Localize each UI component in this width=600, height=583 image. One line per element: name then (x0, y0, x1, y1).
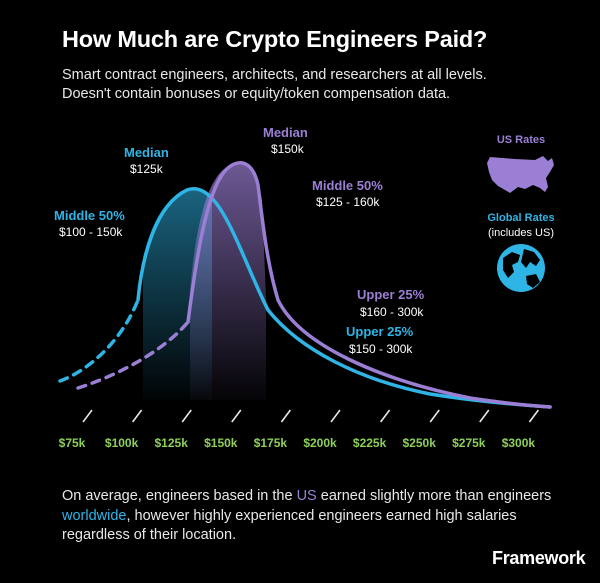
us-middle50-value: $125 - 160k (316, 195, 380, 209)
us-median-label: Median (263, 125, 308, 140)
us-middle50-label: Middle 50% (312, 178, 383, 193)
x-tick-mark (82, 409, 93, 423)
us-upper25-value: $160 - 300k (360, 305, 424, 319)
footer-part-2: earned slightly more than engineers (316, 488, 552, 504)
x-tick-label: $125k (155, 436, 189, 450)
x-tick-mark (528, 409, 540, 423)
x-tick-label: $175k (254, 436, 288, 450)
x-tick-mark (429, 409, 440, 423)
us-upper25-label: Upper 25% (357, 287, 425, 302)
x-tick-mark (330, 409, 341, 423)
usa-map-icon (487, 156, 554, 193)
x-tick-label: $200k (303, 436, 337, 450)
x-tick-label: $150k (204, 436, 238, 450)
x-tick-label: $75k (59, 436, 86, 450)
x-tick-label: $275k (452, 436, 486, 450)
legend-global-sub: (includes US) (488, 227, 554, 239)
x-axis: $75k $100k $125k $150k $175k $200k $225k $250k $… (59, 409, 540, 450)
framework-logo: Framework (492, 548, 586, 568)
us-curve (186, 161, 552, 409)
legend-us-label: US Rates (497, 134, 545, 146)
x-tick-mark (379, 409, 391, 423)
x-tick-label: $100k (105, 436, 139, 450)
footer-part-3: , however highly experienced engineers e… (62, 507, 517, 544)
footer-us: US (296, 488, 317, 504)
global-upper25-value: $150 - 300k (349, 342, 413, 356)
global-curve (136, 187, 552, 409)
globe-icon (497, 244, 545, 292)
x-tick-label: $225k (353, 436, 387, 450)
x-tick-mark (131, 409, 143, 423)
page-title: How Much are Crypto Engineers Paid? (62, 26, 488, 52)
us-middle50-band (190, 162, 266, 400)
x-tick-label: $300k (502, 436, 536, 450)
global-middle50-label: Middle 50% (54, 208, 125, 223)
us-median-value: $150k (271, 142, 305, 156)
x-tick-label: $250k (403, 436, 437, 450)
global-median-value: $125k (130, 162, 164, 176)
global-middle50-value: $100 - 150k (59, 225, 123, 239)
us-curve-dashed (76, 320, 190, 390)
x-tick-mark (181, 409, 192, 423)
footer-worldwide: worldwide (62, 507, 127, 524)
subtitle-line-1: Smart contract engineers, architects, an… (62, 67, 487, 83)
x-tick-mark (280, 409, 292, 423)
subtitle-line-2: Doesn't contain bonuses or equity/token … (62, 86, 451, 102)
global-median-label: Median (124, 145, 169, 160)
x-tick-mark (231, 409, 242, 423)
x-tick-mark (479, 409, 490, 423)
footer-part-1: On average, engineers based in the (62, 488, 297, 504)
global-upper25-label: Upper 25% (346, 324, 414, 339)
subtitle: Smart contract engineers, architects, an… (62, 66, 582, 104)
global-curve-dashed (58, 298, 140, 383)
footer-text: On average, engineers based in the US ea… (62, 487, 562, 546)
legend-global-label: Global Rates (487, 212, 554, 224)
